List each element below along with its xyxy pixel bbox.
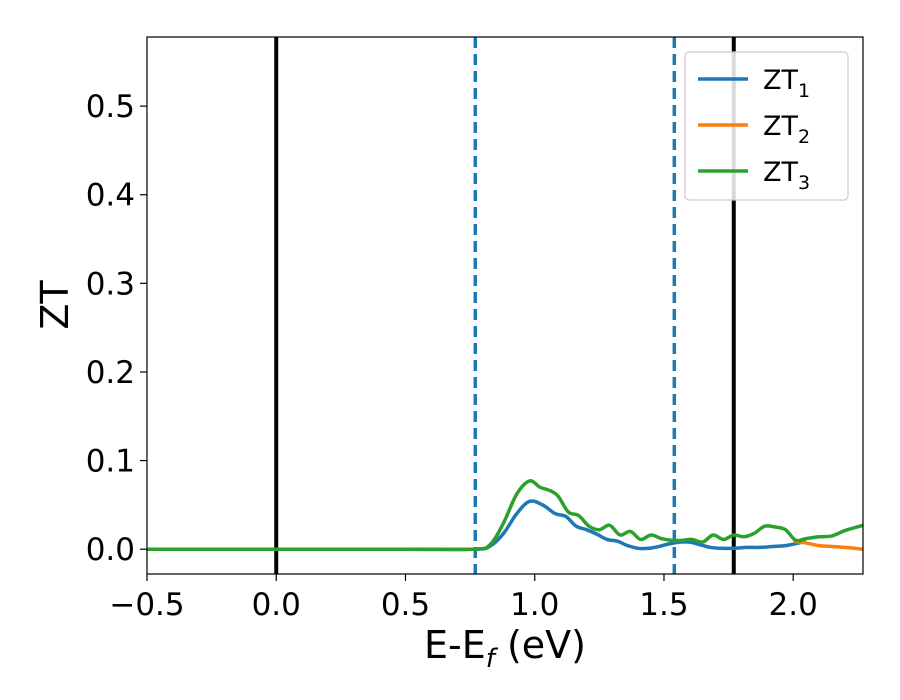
series-layer [147,479,863,552]
y-tick-label: 0.5 [86,89,135,125]
y-tick-label: 0.0 [86,532,135,568]
y-axis-ticks: 0.0 0.1 0.2 0.3 0.4 0.5 [86,89,147,568]
x-tick-label: 2.0 [769,587,818,623]
x-tick-label: 1.5 [639,587,688,623]
legend-label-2: ZT2 [763,111,810,148]
legend-label-3: ZT3 [763,157,810,194]
legend-box [684,51,849,201]
y-axis-label: ZT [33,280,77,330]
series-line-1 [147,499,807,552]
x-tick-label: −0.5 [109,587,184,623]
plot-frame [146,36,864,575]
legend: ZT1 ZT2 ZT3 [684,51,849,201]
legend-label-1: ZT1 [763,65,810,102]
y-tick-label: 0.2 [86,355,135,391]
x-axis-ticks: −0.5 0.0 0.5 1.0 1.5 2.0 [109,574,818,623]
x-tick-label: 1.0 [510,587,559,623]
series-line-3 [147,479,863,552]
x-tick-label: 0.0 [252,587,301,623]
y-tick-label: 0.3 [86,266,135,302]
x-tick-label: 0.5 [381,587,430,623]
y-tick-label: 0.1 [86,444,135,480]
series-line-2 [792,539,863,551]
y-tick-label: 0.4 [86,178,135,214]
x-axis-label: E-Ef (eV) [424,623,586,674]
